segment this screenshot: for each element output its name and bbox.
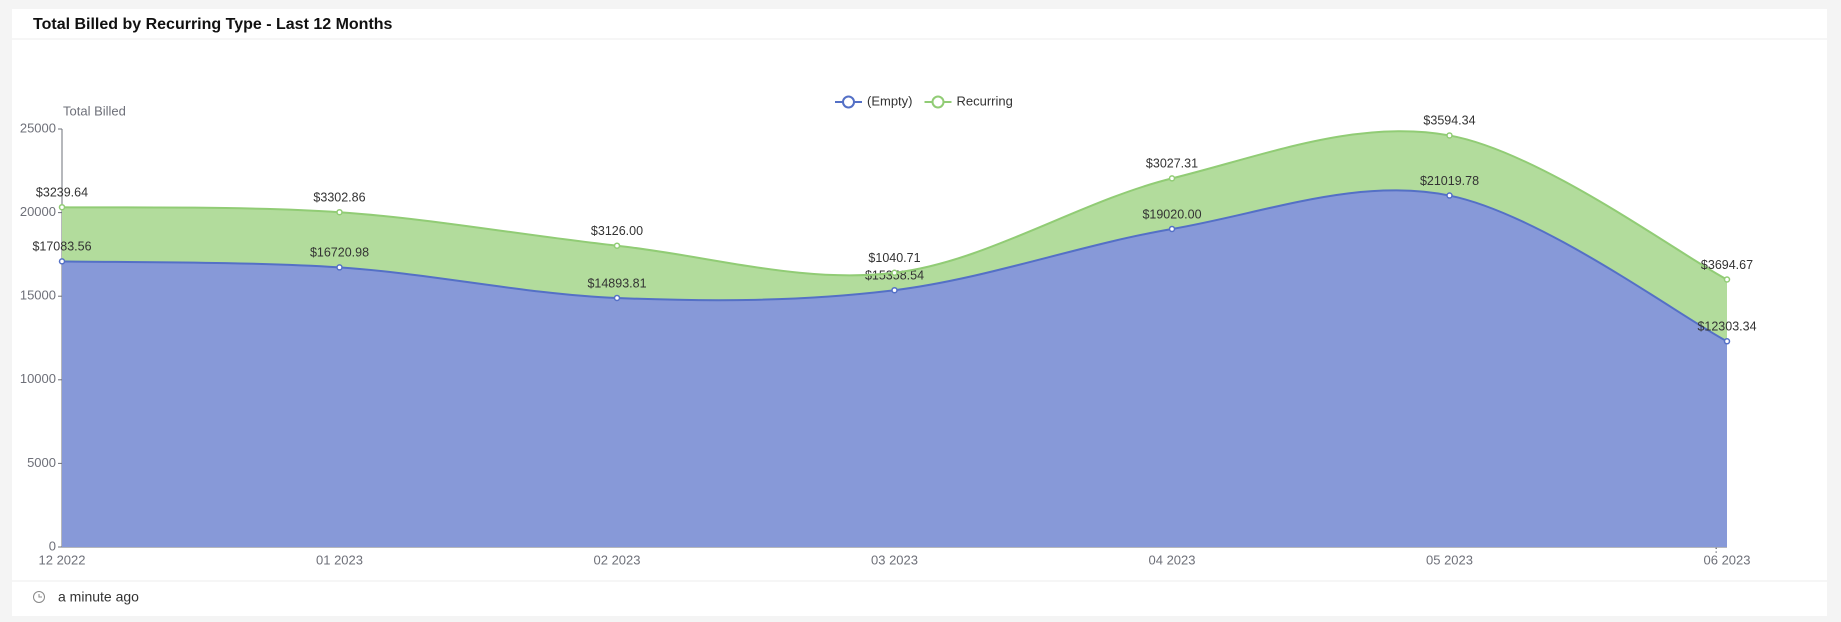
- y-tick-label: 10000: [20, 371, 56, 386]
- footer-text: a minute ago: [58, 589, 139, 605]
- point: [336, 208, 343, 216]
- x-tick-label: 02 2023: [594, 552, 641, 567]
- y-axis-title: Total Billed: [63, 103, 126, 118]
- x-tick-label: 05 2023: [1426, 552, 1473, 567]
- legend-symbol: [842, 95, 855, 109]
- x-tick-label: 06 2023: [1704, 552, 1751, 567]
- legend-label: Recurring: [957, 93, 1013, 108]
- value-label: $17083.56: [32, 240, 91, 254]
- point: [1168, 225, 1176, 233]
- area: [62, 190, 1727, 548]
- legend-symbol: [931, 95, 945, 109]
- clock-icon: [38, 594, 42, 598]
- point: [58, 258, 66, 265]
- chart-title: Total Billed by Recurring Type - Last 12…: [33, 16, 393, 33]
- point: [613, 242, 621, 249]
- point: [1723, 338, 1731, 345]
- value-label: $3594.34: [1423, 114, 1475, 128]
- y-tick-label: 25000: [20, 120, 56, 135]
- y-tick-label: 5000: [27, 455, 56, 470]
- value-label: $3694.67: [1701, 258, 1753, 272]
- clock-icon: [33, 591, 45, 603]
- value-label: $16720.98: [310, 246, 369, 260]
- value-label: $21019.78: [1420, 174, 1479, 188]
- legend-label: (Empty): [867, 93, 913, 108]
- point: [1168, 175, 1176, 182]
- value-label: $19020.00: [1142, 207, 1201, 221]
- x-tick-label: 04 2023: [1149, 552, 1196, 567]
- value-label: $3027.31: [1146, 157, 1198, 171]
- point: [891, 269, 898, 277]
- point: [58, 203, 66, 211]
- value-label: $1040.71: [868, 251, 920, 265]
- x-tick-label: 01 2023: [316, 552, 363, 567]
- value-label: $12303.34: [1697, 320, 1756, 334]
- point: [1446, 132, 1453, 139]
- value-label: $14893.81: [587, 276, 646, 290]
- area: [62, 131, 1727, 342]
- y-tick-label: 15000: [20, 288, 56, 303]
- y-tick-label: 0: [49, 538, 56, 553]
- x-tick-label: 03 2023: [871, 552, 918, 567]
- x-tick-label: 12 2022: [39, 552, 86, 567]
- y-tick-label: 20000: [20, 204, 56, 219]
- value-label: $3126.00: [591, 224, 643, 238]
- point: [613, 294, 621, 302]
- point: [336, 264, 343, 271]
- point: [891, 286, 898, 294]
- value-label: $3302.86: [313, 190, 365, 204]
- value-label: $3239.64: [36, 185, 88, 199]
- point: [1446, 192, 1453, 199]
- point: [1723, 276, 1731, 283]
